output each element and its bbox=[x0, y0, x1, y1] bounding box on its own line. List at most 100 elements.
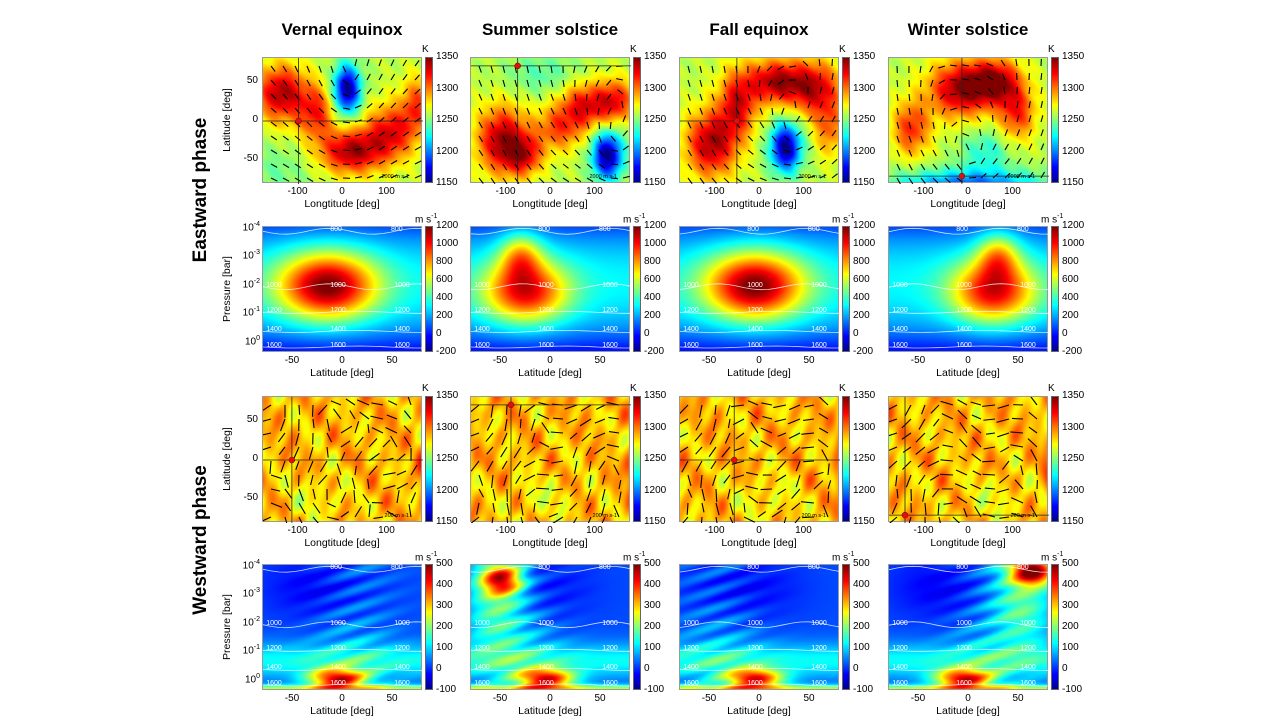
wind-vector bbox=[694, 432, 703, 442]
x-tick-label: 100 bbox=[378, 186, 395, 197]
wind-vector bbox=[410, 464, 418, 476]
wind-vector bbox=[492, 502, 496, 513]
wind-vector bbox=[1016, 172, 1022, 179]
colorbar bbox=[842, 564, 850, 690]
wind-vector bbox=[580, 404, 592, 412]
wind-vector bbox=[778, 79, 785, 85]
wind-vector bbox=[747, 177, 755, 182]
colorbar-unit: m s-1 bbox=[623, 213, 645, 225]
wind-vector bbox=[330, 107, 338, 113]
panel-temperature-map: 2000 m s-1 bbox=[888, 57, 1049, 184]
wind-vector bbox=[831, 144, 838, 151]
wind-vector bbox=[735, 432, 745, 440]
wind-vector bbox=[490, 107, 495, 115]
wind-vector bbox=[340, 440, 351, 448]
wind-vector bbox=[310, 474, 314, 486]
wind-vector bbox=[553, 474, 564, 477]
contour-line bbox=[263, 683, 423, 687]
wind-vector bbox=[601, 502, 606, 516]
wind-vector bbox=[962, 64, 970, 67]
contour-line bbox=[263, 565, 423, 573]
wind-vector bbox=[390, 102, 397, 109]
wind-vector bbox=[294, 163, 302, 169]
contour-label: 1000 bbox=[330, 281, 346, 289]
wind-vector bbox=[783, 163, 791, 166]
panel-temperature-map: 200 m s-1 bbox=[679, 396, 840, 523]
wind-vector bbox=[748, 457, 759, 462]
contour-label: 1000 bbox=[602, 281, 618, 289]
contour-label: 1200 bbox=[956, 645, 972, 653]
wind-vector bbox=[579, 418, 592, 427]
colorbar-tick-label: -200 bbox=[1062, 346, 1083, 357]
wind-vector bbox=[1040, 171, 1046, 179]
wind-vector bbox=[771, 177, 779, 181]
colorbar-tick-label: 400 bbox=[853, 292, 870, 303]
wind-vector bbox=[803, 418, 815, 421]
colorbar-tick-label: 1300 bbox=[1062, 421, 1085, 433]
wind-vector bbox=[569, 502, 578, 511]
wind-vector bbox=[992, 172, 999, 179]
wind-vector bbox=[280, 460, 286, 473]
wind-vector bbox=[1028, 157, 1033, 165]
wind-vector bbox=[306, 107, 312, 114]
wind-vector bbox=[971, 424, 982, 434]
contour-label: 1000 bbox=[1020, 281, 1036, 289]
column-title: Winter solstice bbox=[907, 20, 1029, 39]
contour-label: 1400 bbox=[602, 664, 618, 672]
wind-vector bbox=[306, 93, 312, 101]
y-tick-label: 10-4 bbox=[234, 559, 260, 571]
wind-vector bbox=[724, 432, 731, 444]
colorbar-tick-label: 0 bbox=[1062, 663, 1068, 674]
wind-vector bbox=[410, 481, 418, 490]
tick-exponent: -4 bbox=[253, 559, 260, 566]
wind-vector bbox=[330, 79, 336, 87]
wind-vector bbox=[997, 432, 1010, 438]
wind-vector bbox=[326, 502, 336, 508]
colorbar-tick-label: 300 bbox=[436, 600, 453, 611]
wind-vector bbox=[407, 397, 412, 406]
wind-vector bbox=[263, 432, 272, 436]
wind-vector bbox=[788, 404, 801, 411]
wind-vector bbox=[520, 516, 524, 523]
wind-vector bbox=[982, 460, 996, 463]
wind-vector bbox=[729, 502, 734, 516]
wind-vector bbox=[403, 436, 412, 448]
wind-vector bbox=[539, 441, 550, 448]
contour-label: 1600 bbox=[394, 680, 410, 688]
unit-exponent: -1 bbox=[848, 213, 855, 220]
wind-vector bbox=[1001, 73, 1006, 81]
wind-vector bbox=[804, 73, 809, 81]
contour-label: 1000 bbox=[956, 619, 972, 627]
y-tick-label: 10-3 bbox=[234, 249, 260, 261]
wind-vector bbox=[711, 121, 716, 129]
x-tick-label: -50 bbox=[910, 355, 926, 366]
x-tick-label: 0 bbox=[339, 693, 345, 704]
wind-vector bbox=[896, 93, 899, 102]
colorbar-tick-label: 0 bbox=[436, 663, 442, 674]
wind-vector bbox=[414, 88, 421, 95]
unit-exponent: -1 bbox=[1057, 551, 1064, 558]
wind-vector bbox=[574, 135, 580, 143]
wind-vector bbox=[526, 79, 530, 87]
wind-vector bbox=[731, 474, 745, 480]
unit-base: m s bbox=[1041, 552, 1058, 564]
colorbar-tick-label: 1150 bbox=[853, 177, 875, 188]
contour-line bbox=[889, 565, 1049, 573]
contour-line bbox=[263, 648, 423, 652]
colorbar bbox=[425, 396, 433, 522]
colorbar-tick-label: 1150 bbox=[644, 516, 666, 527]
contour-label: 1600 bbox=[602, 342, 618, 350]
unit-exponent: -1 bbox=[431, 213, 438, 220]
contour-label: 1000 bbox=[683, 281, 699, 289]
contour-line bbox=[263, 227, 423, 235]
tick-base: 10 bbox=[242, 250, 254, 262]
vector-scale-label: 200 m s-1 bbox=[384, 513, 409, 519]
wind-vector bbox=[354, 436, 364, 448]
wind-vector bbox=[920, 163, 926, 171]
contour-label: 800 bbox=[747, 226, 759, 234]
colorbar-tick-label: 1150 bbox=[853, 516, 875, 527]
x-tick-label: 0 bbox=[547, 525, 553, 536]
x-tick-label: 50 bbox=[803, 693, 815, 704]
wind-vector bbox=[270, 177, 278, 182]
x-tick-label: 50 bbox=[594, 355, 606, 366]
